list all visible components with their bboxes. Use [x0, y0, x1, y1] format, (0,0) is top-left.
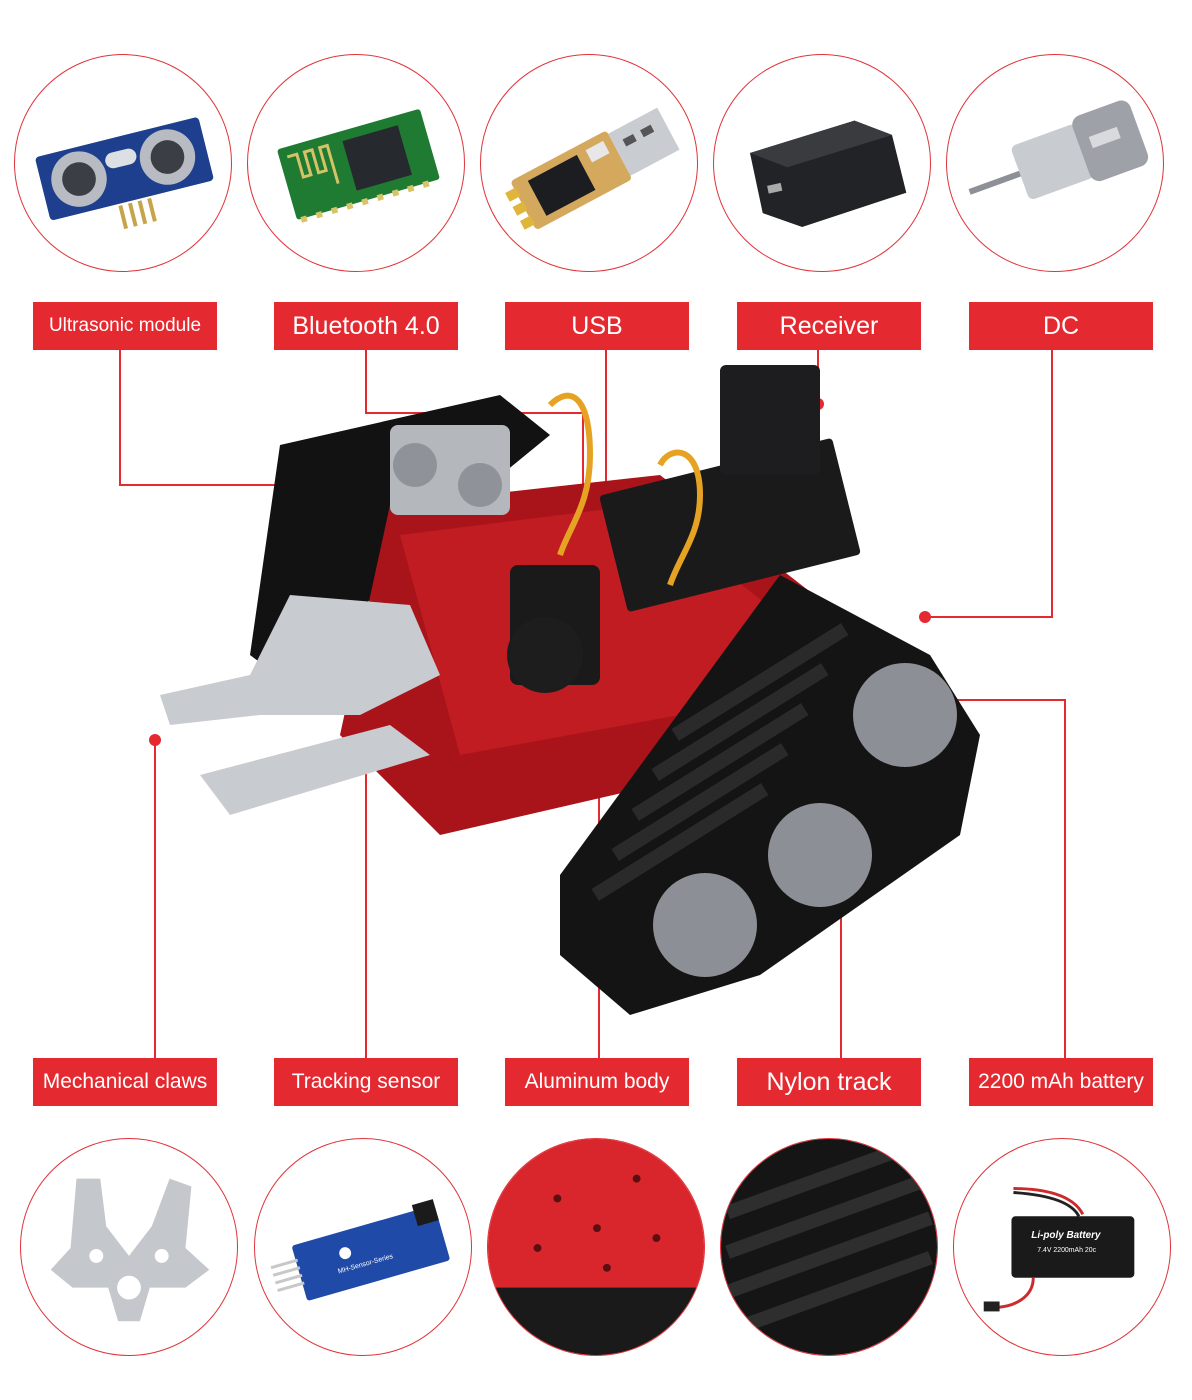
dc-motor-icon [968, 100, 1149, 200]
usb-module-photo [480, 54, 698, 272]
battery-photo: Li-poly Battery 7.4V 2200mAh 20c [953, 1138, 1171, 1356]
bluetooth-label: Bluetooth 4.0 [274, 302, 458, 350]
receiver-label: Receiver [737, 302, 921, 350]
usb-label: USB [505, 302, 689, 350]
robot-tank-photo [160, 365, 980, 1015]
controller-board [599, 438, 861, 612]
receiver-icon [749, 120, 907, 227]
usb-adapter-icon [505, 107, 680, 230]
battery-title-text: Li-poly Battery [1031, 1230, 1101, 1241]
ultrasonic-module-icon [35, 117, 214, 230]
bluetooth-module-icon [277, 109, 440, 223]
claw-on-robot [160, 595, 440, 815]
mechanical-claws-photo [20, 1138, 238, 1356]
aluminum-plate-icon [488, 1139, 704, 1355]
claw-icon [50, 1178, 210, 1322]
receiver-photo [713, 54, 931, 272]
mechanical-claws-label: Mechanical claws [33, 1058, 217, 1106]
battery-icon: Li-poly Battery 7.4V 2200mAh 20c [983, 1187, 1135, 1312]
leader-dc [925, 350, 1053, 618]
aluminum-body-photo [487, 1138, 705, 1356]
receiver-on-robot [720, 365, 820, 475]
tracking-sensor-label: Tracking sensor [274, 1058, 458, 1106]
wheel-front [853, 663, 957, 767]
nylon-track-photo [720, 1138, 938, 1356]
wheel-rear [653, 873, 757, 977]
nylon-track-icon [721, 1139, 937, 1355]
wheel-mid [768, 803, 872, 907]
ultrasonic-module-label: Ultrasonic module [33, 302, 217, 350]
dc-label: DC [969, 302, 1153, 350]
tracking-sensor-icon: MH-Sensor-Series [270, 1199, 450, 1301]
bluetooth-module-photo [247, 54, 465, 272]
battery-label: 2200 mAh battery [969, 1058, 1153, 1106]
aluminum-body-label: Aluminum body [505, 1058, 689, 1106]
tracking-sensor-photo: MH-Sensor-Series [254, 1138, 472, 1356]
dc-motor-photo [946, 54, 1164, 272]
nylon-track-label: Nylon track [737, 1058, 921, 1106]
ultrasonic-module-photo [14, 54, 232, 272]
battery-spec-text: 7.4V 2200mAh 20c [1037, 1247, 1096, 1254]
